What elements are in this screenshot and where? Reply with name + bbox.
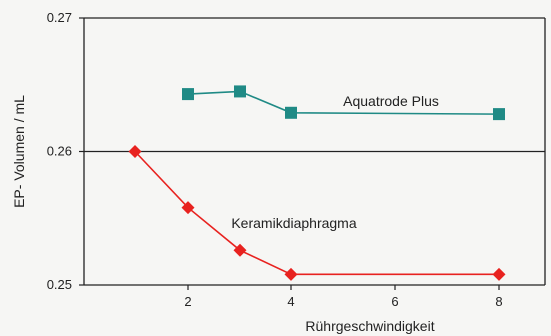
data-point (284, 267, 298, 281)
series-line (187, 90, 500, 115)
y-axis-title: EP- Volumen / mL (11, 95, 27, 208)
data-point (182, 88, 194, 101)
series-keramikdiaphragma (128, 145, 506, 281)
data-point (233, 243, 247, 257)
y-tick-label: 0.27 (47, 10, 72, 25)
data-point (181, 201, 195, 215)
data-point (285, 106, 297, 119)
x-tick-label: 2 (184, 294, 191, 309)
labels: 0.27 0.26 0.25 2 4 6 8 Rührgeschwindigkeit EP- V… (11, 10, 503, 334)
data-point (128, 145, 142, 158)
data-point (493, 108, 505, 121)
series-aquatrode-plus (182, 85, 505, 121)
data-point (234, 85, 246, 98)
series-line (134, 150, 499, 276)
y-tick-label: 0.25 (47, 277, 72, 292)
x-tick-label: 6 (391, 294, 398, 309)
axes (79, 17, 546, 290)
x-tick-label: 8 (495, 294, 502, 309)
x-axis-title: Rührgeschwindigkeit (305, 318, 434, 334)
y-tick-label: 0.26 (47, 144, 72, 159)
series-label-aquatrode-plus: Aquatrode Plus (343, 93, 439, 109)
series-group (128, 85, 506, 281)
data-point (492, 267, 506, 281)
series-label-keramikdiaphragma: Keramikdiaphragma (231, 215, 356, 231)
x-tick-label: 4 (287, 294, 294, 309)
